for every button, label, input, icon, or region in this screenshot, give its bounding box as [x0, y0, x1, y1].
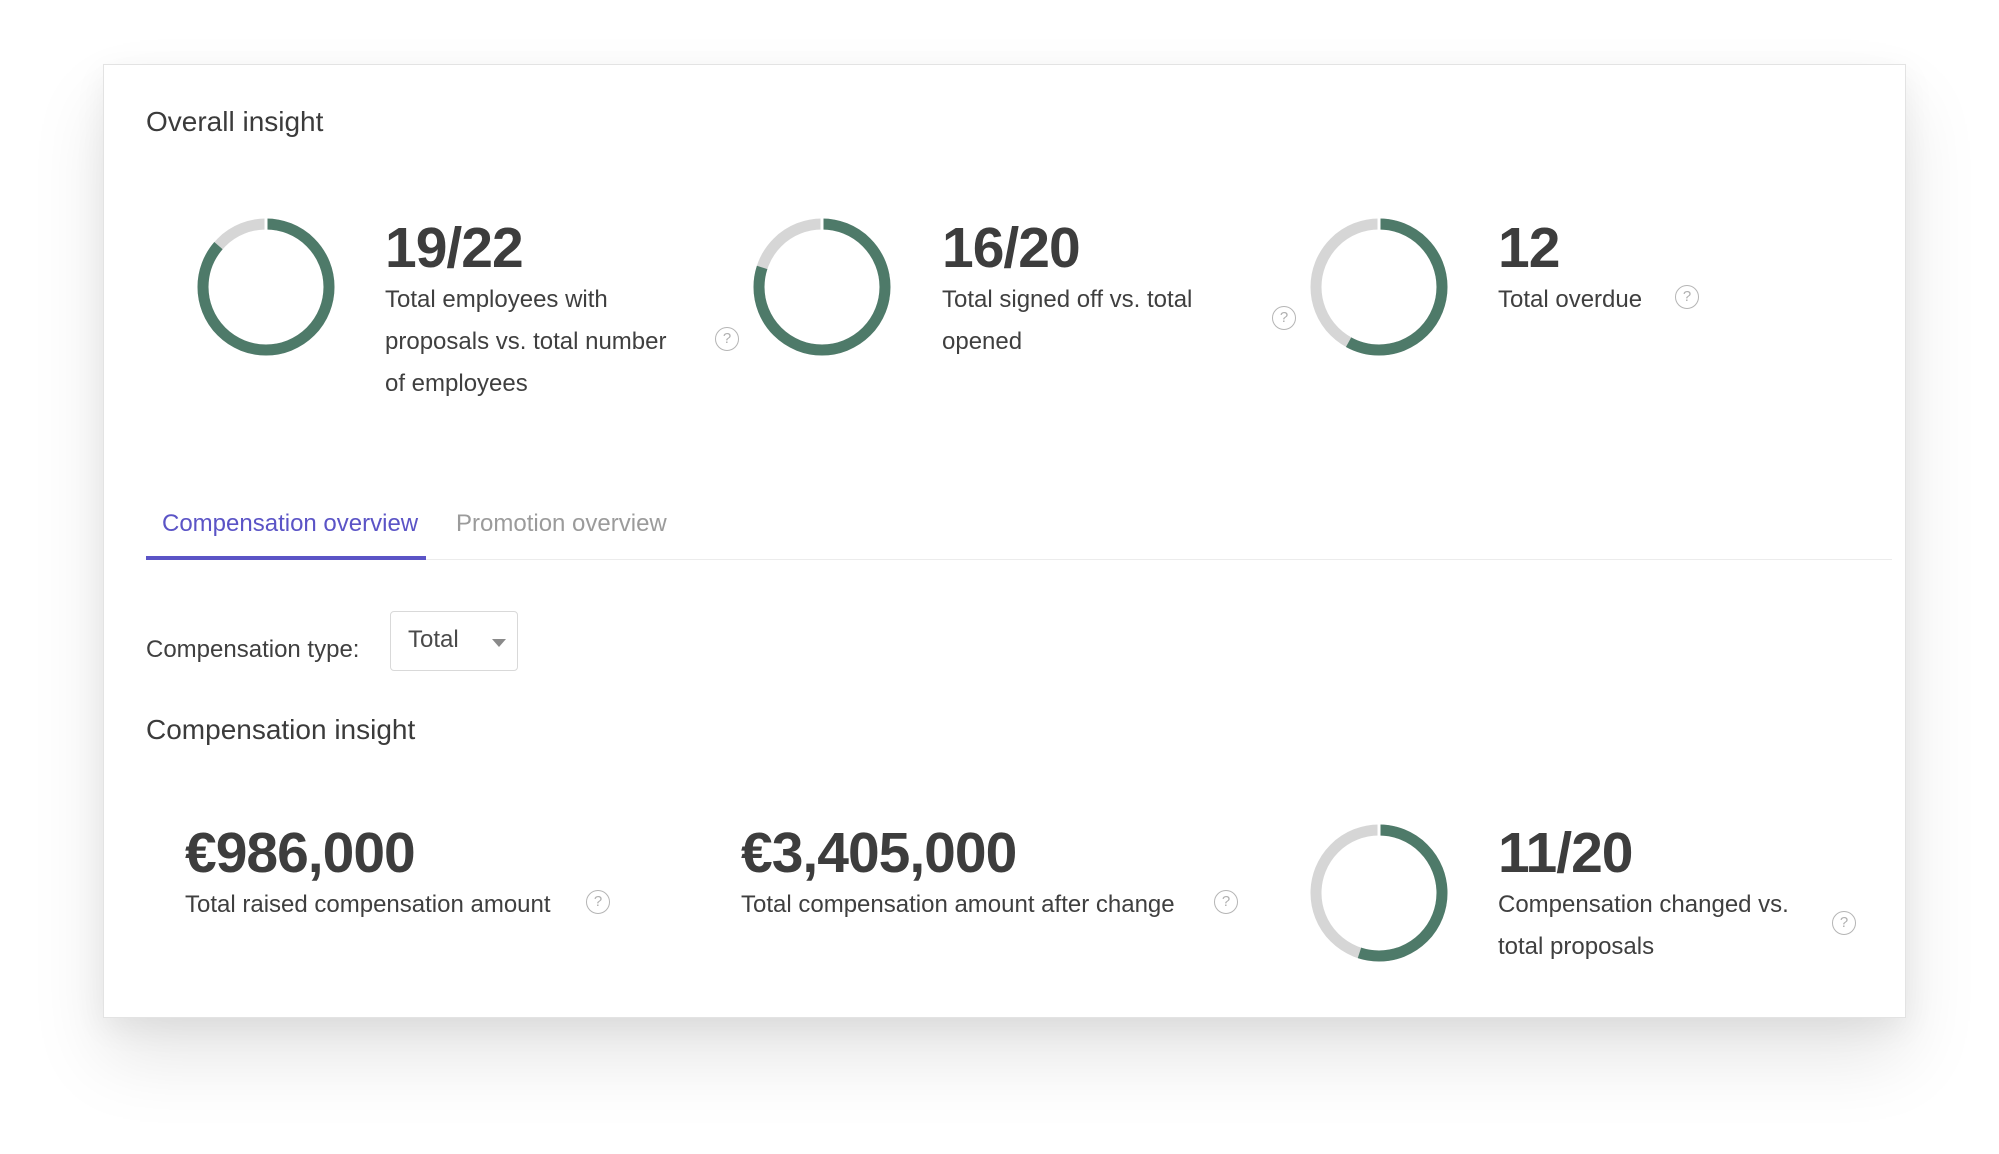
metric-description-signed-off: Total signed off vs. total opened	[942, 286, 1193, 355]
tab-active-indicator	[146, 556, 426, 560]
help-icon[interactable]: ?	[1214, 890, 1238, 914]
compensation-type-select[interactable]: Total	[390, 611, 518, 671]
metric-description-compensation-after-change: Total compensation amount after change	[741, 891, 1175, 918]
metric-value-raised-compensation: €986,000	[185, 821, 416, 885]
help-icon[interactable]: ?	[715, 327, 739, 351]
insight-card: Overall insight 19/22 Total employees wi…	[103, 64, 1906, 1018]
donut-chart-overdue	[1310, 215, 1448, 356]
metric-value-employees-with-proposals: 19/22	[385, 216, 524, 280]
tab-promotion-overview[interactable]: Promotion overview	[456, 510, 667, 537]
metric-value-compensation-after-change: €3,405,000	[741, 821, 1017, 885]
metric-description-compensation-changed: Compensation changed vs. total proposals	[1498, 891, 1789, 960]
compensation-type-selected-value: Total	[408, 626, 459, 653]
metric-value-compensation-changed: 11/20	[1498, 821, 1633, 885]
metric-value-overdue: 12	[1498, 216, 1560, 280]
help-icon[interactable]: ?	[1272, 306, 1296, 330]
compensation-insight-title: Compensation insight	[146, 714, 416, 745]
donut-chart-employees-with-proposals	[197, 215, 335, 356]
help-icon[interactable]: ?	[1675, 285, 1699, 309]
help-icon[interactable]: ?	[586, 890, 610, 914]
donut-chart-compensation-changed	[1310, 821, 1448, 962]
tab-divider	[146, 559, 1892, 560]
metric-description-raised-compensation: Total raised compensation amount	[185, 891, 551, 918]
donut-chart-signed-off	[753, 215, 891, 356]
metric-description-employees-with-proposals: Total employees with proposals vs. total…	[385, 286, 667, 397]
caret-down-icon	[492, 639, 506, 647]
tab-compensation-overview[interactable]: Compensation overview	[162, 510, 419, 537]
overall-insight-title: Overall insight	[146, 106, 324, 137]
compensation-type-label: Compensation type:	[146, 636, 360, 663]
metric-description-overdue: Total overdue	[1498, 286, 1643, 313]
metric-value-signed-off: 16/20	[942, 216, 1081, 280]
help-icon[interactable]: ?	[1832, 911, 1856, 935]
